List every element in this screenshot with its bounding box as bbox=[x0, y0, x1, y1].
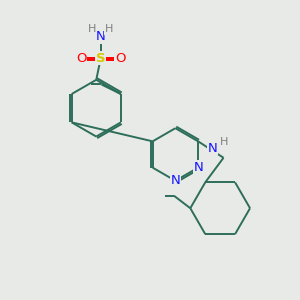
Text: N: N bbox=[96, 30, 106, 43]
Text: H: H bbox=[220, 137, 228, 147]
Text: O: O bbox=[76, 52, 87, 65]
Text: N: N bbox=[170, 174, 180, 187]
Text: O: O bbox=[115, 52, 125, 65]
Text: N: N bbox=[193, 161, 203, 174]
Text: H: H bbox=[105, 24, 113, 34]
Text: S: S bbox=[96, 52, 106, 65]
Text: N: N bbox=[207, 142, 217, 154]
Text: H: H bbox=[88, 24, 97, 34]
